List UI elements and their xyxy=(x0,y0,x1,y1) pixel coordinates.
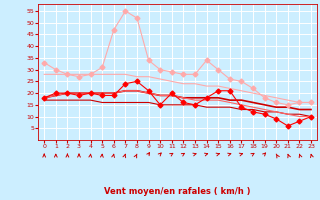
Text: Vent moyen/en rafales ( km/h ): Vent moyen/en rafales ( km/h ) xyxy=(104,187,251,196)
